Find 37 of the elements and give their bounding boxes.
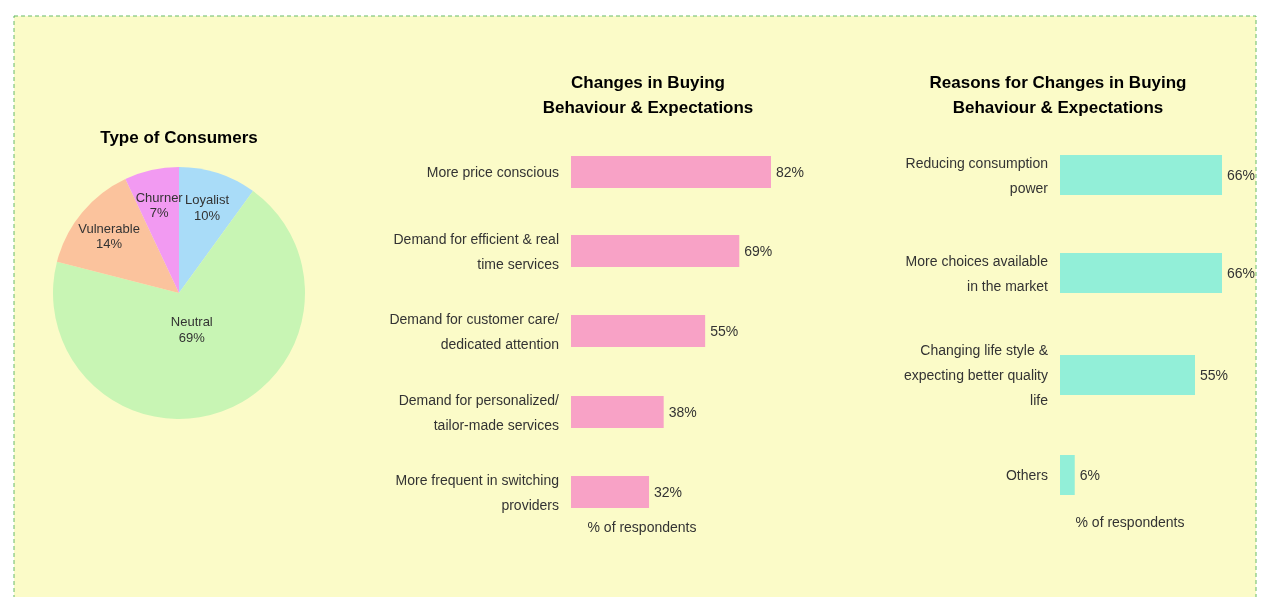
data-label: 7% bbox=[149, 205, 170, 221]
bar bbox=[571, 235, 740, 267]
chart-title: Type of Consumers bbox=[100, 128, 258, 147]
chart-title: Changes in Buying Behaviour & Expectations bbox=[542, 73, 754, 117]
data-label: 66% bbox=[1227, 167, 1256, 183]
data-label: 69% bbox=[178, 329, 206, 345]
data-label: 6% bbox=[1079, 467, 1100, 483]
data-label: 55% bbox=[710, 323, 739, 339]
bar bbox=[571, 396, 664, 428]
data-label: 32% bbox=[654, 484, 683, 500]
y-tick-label: Demand for customer care/ dedicated attention bbox=[389, 310, 560, 352]
bar bbox=[571, 156, 771, 188]
data-label: 38% bbox=[668, 404, 697, 420]
bar bbox=[571, 476, 650, 508]
data-label: 14% bbox=[96, 236, 123, 252]
pie-slice bbox=[53, 191, 305, 419]
data-label: 66% bbox=[1227, 265, 1256, 281]
x-axis-title: % of respondents bbox=[1075, 514, 1185, 530]
data-label: 82% bbox=[776, 164, 805, 180]
y-tick-label: More choices available in the market bbox=[905, 252, 1049, 294]
bar bbox=[571, 315, 706, 347]
y-tick-label: More price conscious bbox=[426, 164, 559, 180]
slice-label: Vulnerable bbox=[78, 220, 140, 236]
chart-title: Reasons for Changes in Buying Behaviour & Expectations bbox=[929, 73, 1187, 117]
y-tick-label: Demand for efficient & real time services bbox=[393, 230, 559, 272]
slice-label: Neutral bbox=[170, 313, 213, 329]
y-tick-label: Others bbox=[1005, 467, 1048, 483]
y-tick-label: Reducing consumption power bbox=[905, 154, 1049, 196]
y-tick-label: Demand for personalized/ tailor-made services bbox=[398, 391, 560, 433]
y-tick-label: Changing life style & expecting better quality life bbox=[904, 342, 1049, 408]
data-label: 55% bbox=[1200, 367, 1229, 383]
y-tick-label: More frequent in switching providers bbox=[395, 471, 559, 513]
slice-label: Churner bbox=[135, 189, 184, 205]
data-label: 10% bbox=[194, 207, 221, 223]
data-label: 69% bbox=[744, 243, 773, 259]
slice-label: Loyalist bbox=[184, 192, 230, 208]
x-axis-title: % of respondents bbox=[587, 519, 697, 535]
